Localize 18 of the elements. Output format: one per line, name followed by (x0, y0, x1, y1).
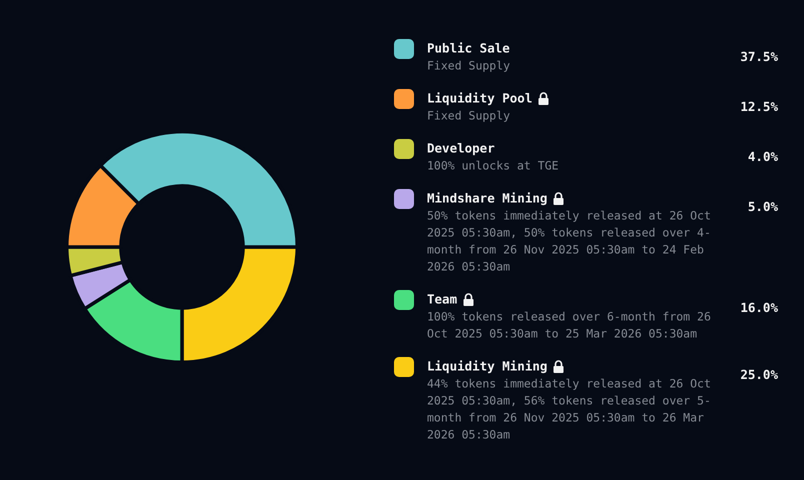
data-label: 25.0% (740, 366, 778, 382)
text: Fixed Supply (427, 58, 510, 72)
data-label: 4.0% (748, 148, 778, 164)
legend-label: Developer (427, 140, 496, 156)
text: 44% tokens immediately released at 26 Oct 2025 05:30am, 56% tokens released over 5-month from 26 Nov 2025 05:30am to 26 Mar 2026 05:30am (427, 376, 711, 442)
data-label: 5.0% (748, 198, 778, 214)
text: Fixed Supply (427, 108, 510, 122)
text: 100% tokens released over 6-month from 26 Oct 2025 05:30am to 25 Mar 2026 05:30am (427, 309, 711, 340)
data-label: 37.5% (740, 48, 778, 64)
text: 50% tokens immediately released at 26 Oct 2025 05:30am, 50% tokens released over 4-month from 26 Nov 2025 05:30am to 24 Feb 2026 05:30am (427, 208, 711, 274)
legend-label: Liquidity Mining (427, 358, 548, 374)
legend-label: Liquidity Pool (427, 90, 532, 106)
data-label: 12.5% (740, 98, 778, 114)
text: 100% unlocks at TGE (427, 158, 559, 172)
legend-label: Team (427, 291, 458, 306)
legend-label: Mindshare Mining (427, 190, 548, 206)
data-label: 16.0% (740, 300, 778, 315)
legend-label: Public Sale (427, 40, 510, 56)
